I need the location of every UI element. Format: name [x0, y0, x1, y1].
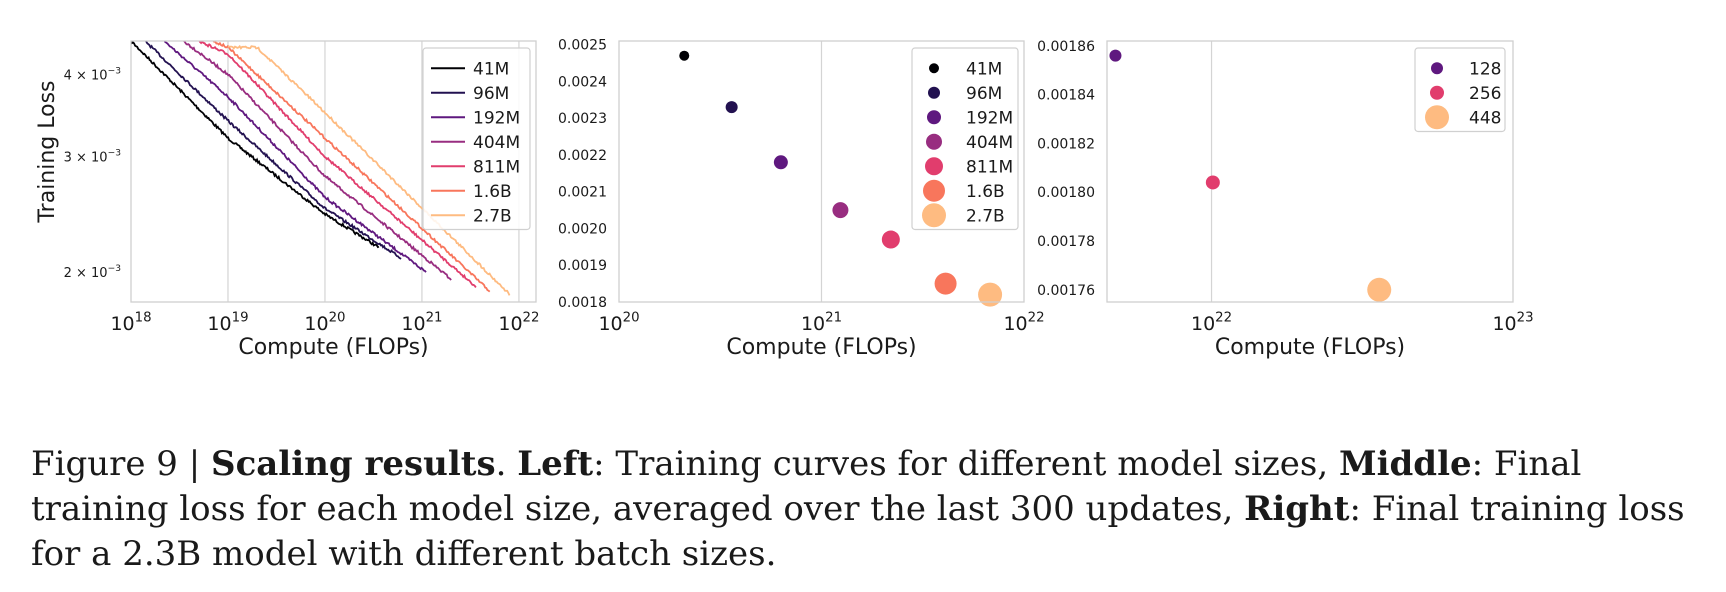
caption-heading: Scaling results — [211, 444, 496, 484]
middle-axes-frame — [618, 40, 1025, 303]
middle-point-192M — [773, 155, 788, 170]
caption-right-label: Right — [1244, 489, 1350, 529]
caption-left-label: Left — [517, 444, 594, 484]
legend-marker-2.7B — [922, 203, 946, 228]
middle-y-tick-label: 0.0019 — [558, 258, 607, 274]
middle-point-96M — [725, 101, 738, 114]
middle-point-2.7B — [978, 282, 1003, 307]
legend-label-811M: 811M — [473, 157, 520, 177]
legend-label-1.6B: 1.6B — [473, 182, 512, 202]
left-x-tick-label: 1019 — [207, 310, 248, 335]
caption-part4: : Final training loss for a 2.3B model w… — [31, 489, 1685, 574]
right-y-tick-label: 0.00180 — [1037, 185, 1095, 201]
legend-label-2.7B: 2.7B — [966, 206, 1005, 226]
left-x-tick-label: 1018 — [110, 310, 151, 335]
scaling-figure: 1018 1019 1020 1021 1022 4 × 10−3 3 × 10−3 2 × … — [35, 38, 1534, 360]
legend-label-192M: 192M — [966, 108, 1013, 128]
curve-2.7B — [227, 44, 511, 296]
legend-marker-1.6B — [923, 179, 945, 202]
right-point-448 — [1367, 277, 1392, 302]
middle-x-tick-label: 1020 — [598, 310, 639, 335]
right-panel-batch-size: 1022 1023 0.00186 0.00184 0.00182 0.00180 0.00… — [1037, 39, 1533, 360]
legend-marker-404M — [926, 133, 942, 150]
caption-part2: : Training curves for different model si… — [593, 444, 1339, 484]
curve-404M — [183, 41, 452, 281]
middle-x-tick-label: 1022 — [1003, 310, 1044, 335]
legend-marker-96M — [928, 86, 940, 99]
caption-part1: . — [495, 444, 518, 484]
middle-y-tick-label: 0.0025 — [558, 38, 607, 54]
right-point-256 — [1205, 175, 1220, 190]
legend-label-41M: 41M — [473, 59, 509, 79]
left-panel-training-curves: 1018 1019 1020 1021 1022 4 × 10−3 3 × 10−3 2 × … — [35, 40, 539, 360]
left-x-axis-label: Compute (FLOPs) — [238, 335, 428, 360]
curve-811M — [198, 41, 477, 288]
left-x-tick-label: 1022 — [498, 310, 539, 335]
curve-41M — [131, 41, 380, 249]
left-y-tick-label: 3 × 10−3 — [64, 149, 122, 166]
right-x-tick-label: 1023 — [1492, 310, 1533, 335]
right-x-tick-label: 1022 — [1191, 310, 1232, 335]
right-y-tick-label: 0.00176 — [1037, 283, 1095, 299]
middle-x-tick-label: 1021 — [801, 310, 842, 335]
legend-marker-128 — [1431, 62, 1443, 75]
right-y-tick-label: 0.00182 — [1037, 136, 1095, 152]
legend-label-404M: 404M — [966, 133, 1013, 153]
left-axes-frame — [130, 40, 537, 303]
middle-panel-final-loss: 1020 1021 1022 0.0025 0.0024 0.0023 0.0022 0.00… — [558, 38, 1045, 360]
middle-y-tick-label: 0.0024 — [558, 74, 607, 90]
legend-label-96M: 96M — [473, 84, 509, 104]
legend-label-256: 256 — [1469, 84, 1501, 104]
figure-caption: Figure 9 | Scaling results. Left: Traini… — [31, 442, 1711, 577]
middle-y-tick-label: 0.0021 — [558, 185, 607, 201]
curve-96M — [144, 41, 402, 260]
middle-point-1.6B — [934, 272, 957, 295]
legend-label-1.6B: 1.6B — [966, 182, 1005, 202]
legend-label-128: 128 — [1469, 59, 1501, 79]
legend-marker-192M — [927, 110, 941, 125]
right-y-tick-label: 0.00186 — [1037, 39, 1095, 55]
middle-x-axis-label: Compute (FLOPs) — [726, 335, 916, 360]
legend-marker-811M — [925, 157, 943, 176]
left-x-tick-label: 1020 — [304, 310, 345, 335]
legend-label-2.7B: 2.7B — [473, 206, 512, 226]
middle-y-tick-label: 0.0023 — [558, 111, 607, 127]
right-x-axis-label: Compute (FLOPs) — [1215, 335, 1405, 360]
caption-part3: : Final training loss for each model siz… — [31, 444, 1582, 529]
left-plot-area — [131, 41, 511, 296]
legend-label-448: 448 — [1469, 108, 1501, 128]
curve-192M — [163, 41, 427, 273]
middle-point-404M — [832, 202, 849, 219]
legend-label-192M: 192M — [473, 108, 520, 128]
right-point-128 — [1109, 49, 1122, 62]
left-x-tick-label: 1021 — [401, 310, 442, 335]
legend-marker-41M — [929, 63, 939, 74]
middle-y-tick-label: 0.0022 — [558, 148, 607, 164]
curve-1.6B — [212, 41, 491, 293]
legend-label-811M: 811M — [966, 157, 1013, 177]
legend-marker-448 — [1425, 105, 1449, 130]
caption-middle-label: Middle — [1338, 444, 1472, 484]
right-y-tick-label: 0.00184 — [1037, 88, 1095, 104]
middle-y-tick-label: 0.0018 — [558, 295, 607, 311]
middle-y-tick-label: 0.0020 — [558, 221, 607, 237]
legend-label-96M: 96M — [966, 84, 1002, 104]
left-y-tick-label: 2 × 10−3 — [64, 264, 122, 281]
legend-label-404M: 404M — [473, 133, 520, 153]
caption-prefix: Figure 9 | — [31, 444, 212, 484]
left-y-axis-label: Training Loss — [35, 80, 60, 223]
right-axes-frame — [1106, 40, 1514, 303]
left-y-tick-label: 4 × 10−3 — [64, 67, 122, 84]
middle-point-811M — [881, 230, 900, 249]
legend-marker-256 — [1430, 85, 1444, 100]
legend-label-41M: 41M — [966, 59, 1002, 79]
right-y-tick-label: 0.00178 — [1037, 234, 1095, 250]
middle-point-41M — [679, 50, 690, 61]
